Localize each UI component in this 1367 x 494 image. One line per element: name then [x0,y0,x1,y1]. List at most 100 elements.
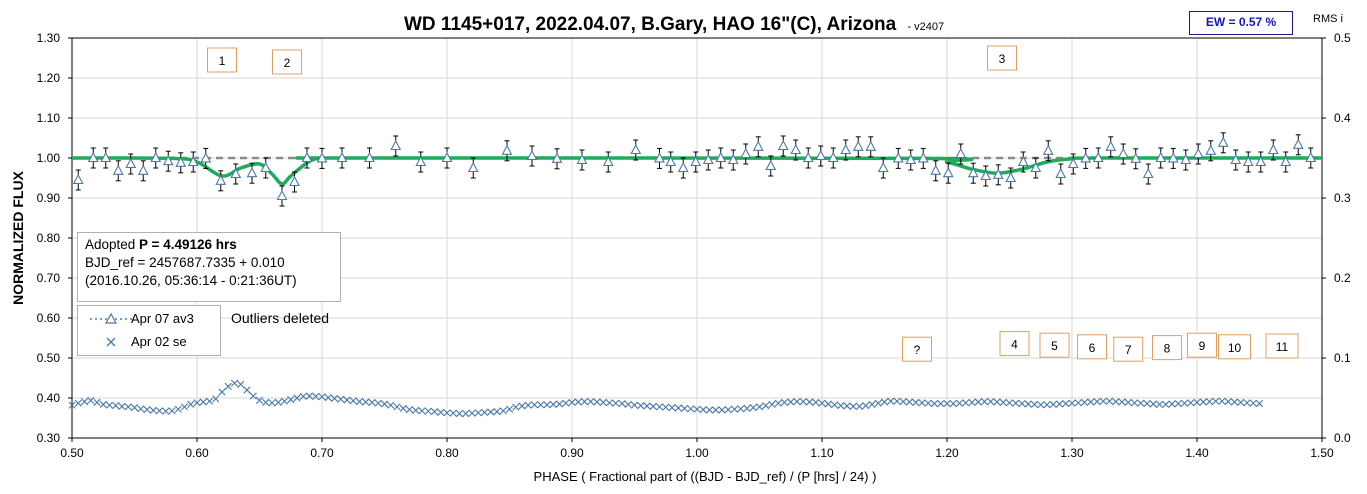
x-marker [793,398,801,406]
x-marker [480,408,489,416]
data-point [1017,151,1029,173]
legend-item-apr02: Apr 02 se [78,332,220,352]
x-marker [1249,399,1257,407]
data-point [87,147,99,169]
x-marker [405,406,414,414]
x-marker [237,380,245,388]
data-point [1080,147,1092,169]
x-marker [362,398,370,406]
data-point [576,149,588,171]
x-marker [943,400,951,408]
data-point [790,139,802,161]
x-marker [168,407,176,415]
legend: Apr 07 av3 Apr 02 se [77,305,221,356]
period-info-box: Adopted P = 4.49126 hrs BJD_ref = 245768… [77,232,341,302]
legend-label-apr07: Apr 07 av3 [131,311,194,326]
bjd-ref-line: BJD_ref = 2457687.7335 + 0.010 [85,255,285,270]
data-point [215,170,227,192]
x-marker [762,402,770,410]
x-marker [424,407,432,415]
data-point [777,135,789,157]
chart-title: WD 1145+017, 2022.04.07, B.Gary, HAO 16"… [404,14,944,35]
x-marker [149,406,157,414]
x-tick-label: 0.70 [310,446,334,460]
x-marker [1012,399,1020,407]
data-point [301,147,313,169]
x-marker [668,404,676,412]
x-marker [587,398,595,406]
data-point [917,147,929,169]
annotation-box: 8 [1152,335,1182,361]
x-tick-label: 0.50 [60,446,84,460]
x-marker [862,402,870,410]
data-point [72,169,84,191]
x-marker [780,398,789,406]
x-marker [693,405,701,413]
data-point [690,151,702,173]
y-tick-label: 0.60 [37,311,61,325]
x-marker [687,405,695,413]
x-marker [674,404,682,412]
legend-x-icon [106,337,116,347]
data-point [1055,163,1067,185]
data-point [526,145,538,167]
x-marker [80,398,89,406]
y2-tick-label: 0.3 [1334,191,1351,205]
x-marker [1024,400,1032,408]
y-axis-label: NORMALIZED FLUX [10,170,26,304]
x-tick-label: 0.80 [435,446,459,460]
x-marker [1099,397,1107,405]
data-point [1005,167,1017,189]
y-tick-label: 1.10 [37,111,61,125]
data-point [942,162,954,184]
x-marker [637,402,645,410]
y-tick-label: 0.70 [37,271,61,285]
x-marker [68,401,76,409]
x-marker [374,399,382,407]
x-marker [630,401,639,409]
data-point [955,143,967,165]
y2-tick-label: 0.1 [1334,351,1351,365]
annotation-label: 3 [999,52,1006,66]
x-marker [1243,399,1251,407]
x-marker [118,402,126,410]
x-marker [280,397,289,405]
x-marker [818,399,826,407]
data-point [827,147,839,169]
x-marker [449,409,457,417]
data-point [815,145,827,167]
x-marker [699,406,707,414]
x-marker [874,399,882,407]
x-marker [980,398,989,406]
x-marker [1255,400,1264,408]
annotation-box: 9 [1187,332,1217,358]
x-marker [930,400,939,408]
data-point [740,143,752,165]
x-marker [287,396,295,404]
x-marker [812,398,820,406]
data-point [276,185,288,207]
x-marker [174,405,182,413]
x-marker [612,399,620,407]
x-marker [187,400,195,408]
x-marker [1230,398,1239,406]
x-marker [730,405,739,413]
data-point [175,152,187,174]
legend-item-apr07: Apr 07 av3 [78,309,220,329]
data-point [289,171,300,193]
x-marker [274,398,282,406]
data-point [551,148,563,170]
x-marker [905,398,914,406]
data-point [441,147,453,169]
x-marker [455,410,464,418]
annotation-box: 4 [999,331,1030,357]
y2-tick-label: 0.4 [1334,111,1351,125]
y-tick-label: 1.30 [37,31,61,45]
annotation-box: ? [902,336,932,362]
data-point [992,164,1004,186]
annotation-box: 6 [1077,334,1107,360]
period-line: Adopted P = 4.49126 hrs [85,236,340,254]
data-point [765,155,777,177]
data-point [1105,136,1117,158]
